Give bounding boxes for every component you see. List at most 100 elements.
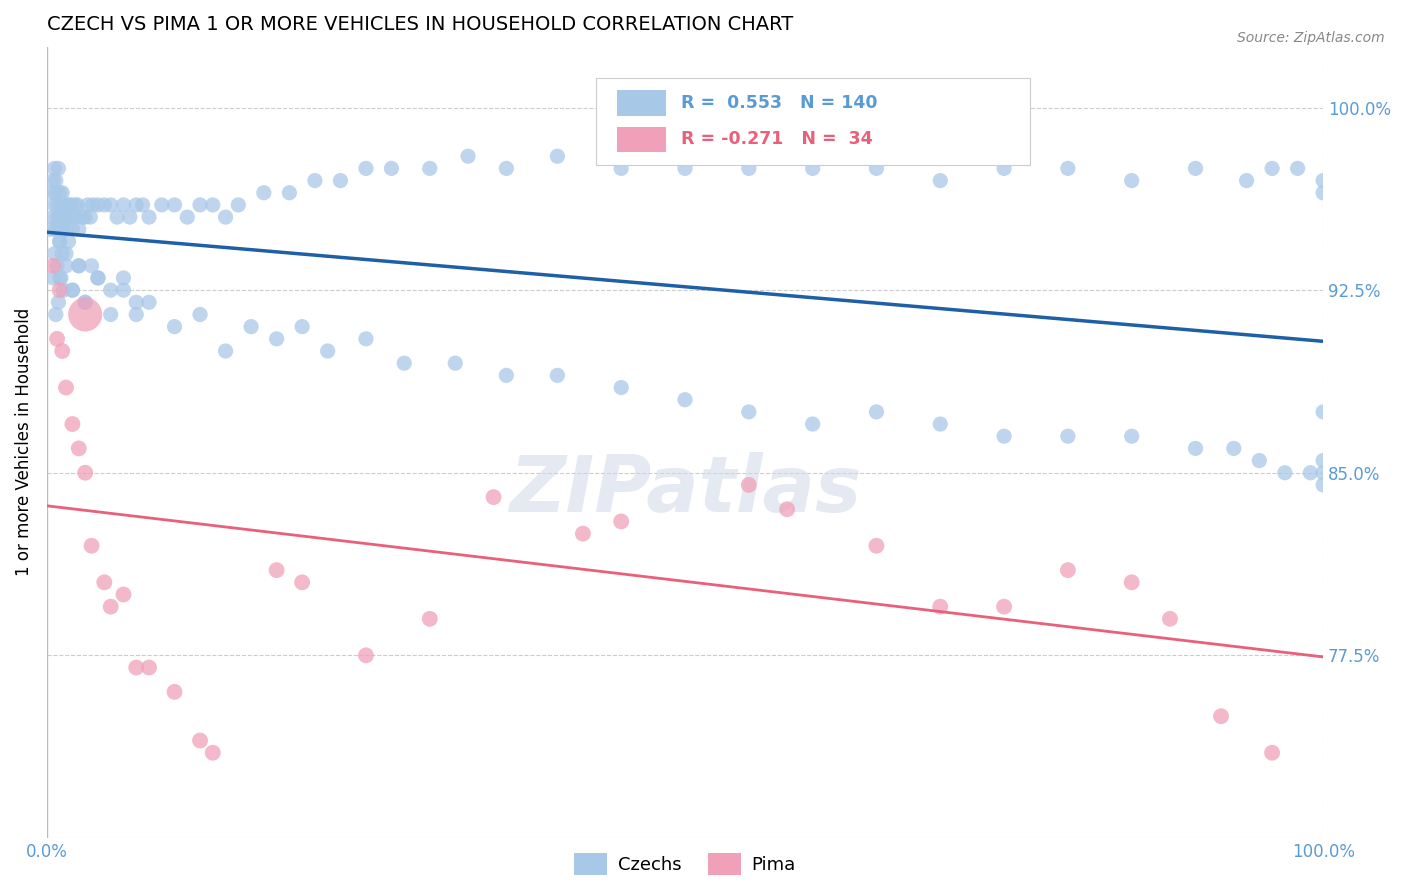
Point: [62, 210, 84, 224]
Point: [993, 161, 1015, 176]
Point: [993, 599, 1015, 614]
Point: [610, 515, 633, 529]
Point: [457, 149, 479, 163]
Point: [278, 186, 301, 200]
Point: [266, 563, 288, 577]
Point: [93, 575, 115, 590]
Point: [46, 198, 69, 212]
FancyBboxPatch shape: [617, 127, 666, 152]
Point: [82, 198, 104, 212]
Point: [188, 308, 211, 322]
Point: [100, 599, 122, 614]
Point: [112, 283, 135, 297]
Point: [51, 246, 73, 260]
Point: [45, 186, 67, 200]
Text: R =  0.553   N = 140: R = 0.553 N = 140: [681, 94, 877, 112]
Point: [75, 308, 97, 322]
Point: [1057, 429, 1080, 443]
Point: [1121, 575, 1143, 590]
Point: [1057, 563, 1080, 577]
Point: [75, 466, 97, 480]
Point: [495, 368, 517, 383]
Point: [67, 259, 90, 273]
Point: [1121, 173, 1143, 187]
Point: [125, 660, 148, 674]
Point: [354, 332, 377, 346]
Point: [62, 283, 84, 297]
Point: [55, 380, 77, 394]
Point: [42, 271, 65, 285]
Point: [993, 429, 1015, 443]
Point: [75, 295, 97, 310]
Point: [44, 198, 66, 212]
Point: [48, 210, 70, 224]
Point: [55, 246, 77, 260]
Point: [58, 198, 80, 212]
Point: [100, 198, 122, 212]
Point: [228, 198, 250, 212]
Point: [51, 344, 73, 359]
Point: [1057, 161, 1080, 176]
Point: [93, 198, 115, 212]
Point: [112, 587, 135, 601]
Point: [1312, 186, 1334, 200]
Point: [354, 648, 377, 663]
Point: [929, 417, 952, 431]
Point: [49, 271, 72, 285]
Point: [201, 198, 224, 212]
Point: [163, 319, 186, 334]
Point: [59, 210, 82, 224]
Point: [55, 222, 77, 236]
Point: [1249, 453, 1271, 467]
Point: [738, 405, 761, 419]
Point: [87, 198, 110, 212]
Point: [610, 380, 633, 394]
Point: [79, 210, 101, 224]
Point: [266, 332, 288, 346]
Point: [150, 198, 173, 212]
Point: [49, 222, 72, 236]
Point: [673, 161, 696, 176]
Point: [52, 198, 75, 212]
Point: [176, 210, 198, 224]
Point: [201, 746, 224, 760]
Point: [56, 210, 79, 224]
Point: [49, 198, 72, 212]
Point: [163, 685, 186, 699]
Point: [62, 283, 84, 297]
Point: [1312, 405, 1334, 419]
Point: [495, 161, 517, 176]
Point: [62, 417, 84, 431]
Point: [1312, 466, 1334, 480]
Point: [1184, 161, 1206, 176]
Legend: Czechs, Pima: Czechs, Pima: [565, 844, 804, 884]
Point: [444, 356, 467, 370]
Point: [546, 368, 568, 383]
Point: [48, 161, 70, 176]
Point: [42, 173, 65, 187]
Point: [354, 161, 377, 176]
Point: [72, 210, 94, 224]
Point: [214, 210, 236, 224]
Point: [419, 612, 441, 626]
Point: [48, 283, 70, 297]
Point: [929, 173, 952, 187]
Y-axis label: 1 or more Vehicles in Household: 1 or more Vehicles in Household: [15, 308, 32, 576]
Point: [929, 599, 952, 614]
Point: [188, 198, 211, 212]
Point: [394, 356, 416, 370]
Point: [1121, 429, 1143, 443]
Point: [66, 198, 89, 212]
Text: ZIPatlas: ZIPatlas: [509, 451, 860, 528]
Point: [1312, 453, 1334, 467]
Point: [45, 173, 67, 187]
Point: [610, 161, 633, 176]
Point: [163, 198, 186, 212]
Point: [48, 295, 70, 310]
Point: [52, 222, 75, 236]
Point: [188, 733, 211, 747]
Point: [801, 417, 824, 431]
Point: [1236, 173, 1258, 187]
Point: [131, 198, 153, 212]
Point: [1312, 173, 1334, 187]
